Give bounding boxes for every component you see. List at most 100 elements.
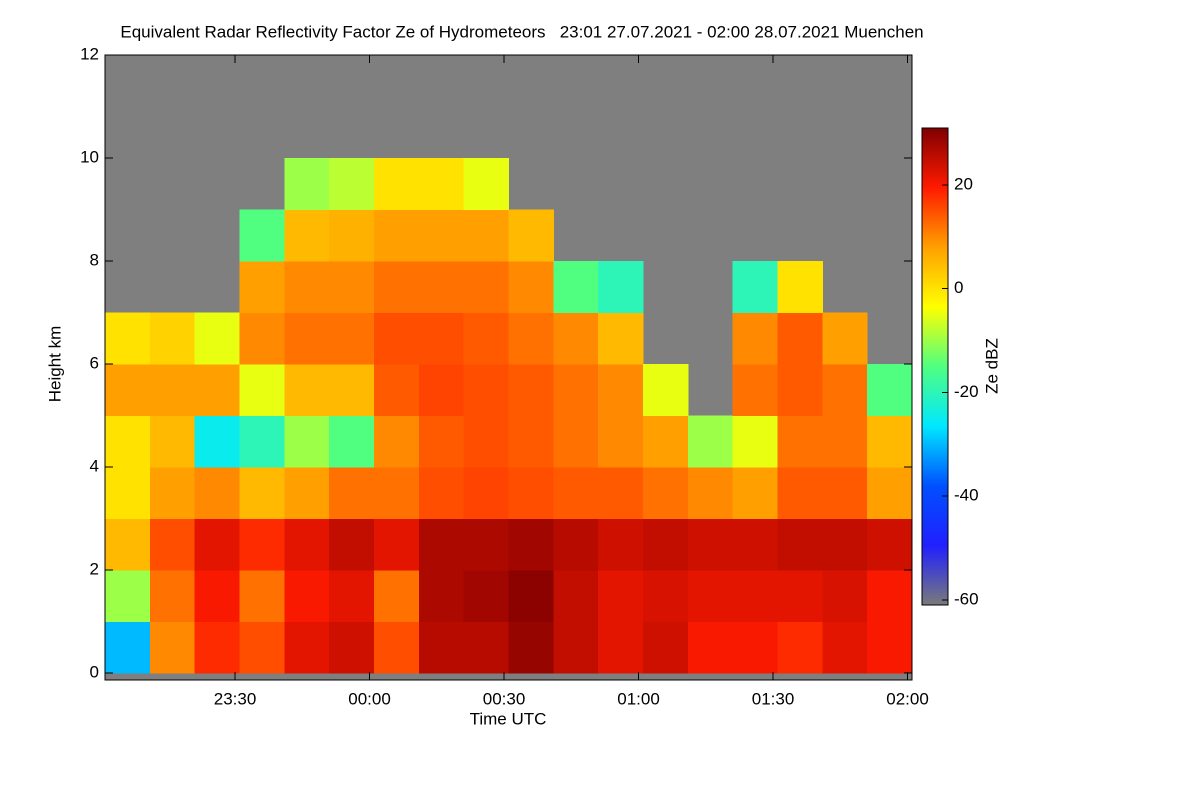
heatmap-cell (508, 518, 554, 571)
x-tick-label: 23:30 (214, 689, 257, 708)
heatmap-cell (822, 569, 868, 622)
heatmap-cell (643, 518, 689, 571)
heatmap-cell (777, 260, 823, 313)
heatmap-cell (508, 621, 554, 674)
heatmap-cell (149, 569, 196, 622)
heatmap-cell (822, 466, 868, 519)
heatmap-cell (194, 569, 240, 622)
x-tick-label: 00:30 (483, 689, 526, 708)
heatmap-cell (687, 518, 734, 571)
heatmap-cell (418, 621, 465, 674)
heatmap-cell (418, 569, 465, 622)
heatmap-cell (598, 518, 644, 571)
heatmap-cell (374, 466, 420, 519)
heatmap-cell (374, 363, 420, 416)
heatmap-cell (598, 621, 644, 674)
heatmap-cell (105, 466, 151, 519)
heatmap-cell (732, 569, 778, 622)
heatmap-cell (284, 157, 330, 210)
colorbar-tick-label: 20 (954, 175, 973, 194)
heatmap-cell (374, 157, 420, 210)
heatmap-cell (329, 621, 375, 674)
heatmap-cell (329, 363, 375, 416)
heatmap-cell (239, 621, 285, 674)
heatmap-cell (463, 466, 509, 519)
heatmap-cell (777, 569, 823, 622)
heatmap-cell (284, 415, 330, 468)
colorbar-tick-label: -60 (954, 589, 979, 608)
heatmap-cell (867, 569, 913, 622)
heatmap-cell (643, 415, 689, 468)
heatmap-cell (284, 466, 330, 519)
heatmap-cell (418, 415, 465, 468)
heatmap-cell (732, 621, 778, 674)
heatmap-cell (149, 415, 196, 468)
heatmap-cell (867, 466, 913, 519)
colorbar-tick-label: -40 (954, 486, 979, 505)
heatmap-cell (687, 466, 734, 519)
heatmap-cell (732, 312, 778, 365)
heatmap-cell (374, 518, 420, 571)
heatmap-cell (418, 312, 465, 365)
heatmap-cell (374, 209, 420, 262)
heatmap-cell (777, 312, 823, 365)
heatmap-cell (105, 569, 151, 622)
heatmap-cell (194, 415, 240, 468)
heatmap-cell (105, 621, 151, 674)
heatmap-cell (194, 312, 240, 365)
y-tick-label: 0 (90, 662, 99, 681)
x-tick-label: 02:00 (886, 689, 929, 708)
heatmap-cell (598, 415, 644, 468)
x-tick-label: 00:00 (348, 689, 391, 708)
heatmap-cell (553, 518, 599, 571)
heatmap-cell (463, 363, 509, 416)
colorbar-frame (921, 127, 949, 606)
heatmap-cell (374, 569, 420, 622)
heatmap-cell (732, 518, 778, 571)
heatmap-cell (105, 415, 151, 468)
heatmap-cell (777, 518, 823, 571)
heatmap-cell (732, 363, 778, 416)
heatmap-cell (374, 312, 420, 365)
heatmap-cell (284, 363, 330, 416)
heatmap-cell (463, 209, 509, 262)
heatmap-cell (687, 569, 734, 622)
heatmap-cell (284, 312, 330, 365)
heatmap-cell (463, 518, 509, 571)
heatmap-cell (463, 157, 509, 210)
heatmap-cell (508, 260, 554, 313)
heatmap-cell (553, 312, 599, 365)
heatmap-cell (508, 312, 554, 365)
heatmap-cell (732, 466, 778, 519)
heatmap-cell (822, 363, 868, 416)
heatmap-cell (553, 260, 599, 313)
heatmap-cell (822, 518, 868, 571)
heatmap-cell (194, 621, 240, 674)
heatmap-cell (598, 260, 644, 313)
heatmap-cell (374, 415, 420, 468)
heatmap-cell (284, 209, 330, 262)
heatmap-cell (329, 518, 375, 571)
heatmap-cell (553, 621, 599, 674)
chart-title: Equivalent Radar Reflectivity Factor Ze … (120, 22, 923, 41)
heatmap-cell (329, 209, 375, 262)
heatmap-cell (418, 518, 465, 571)
heatmap-cell (239, 260, 285, 313)
heatmap-cell (418, 209, 465, 262)
heatmap-cell (329, 260, 375, 313)
heatmap-cell (777, 363, 823, 416)
heatmap-cell (239, 312, 285, 365)
heatmap-cell (194, 518, 240, 571)
heatmap-cell (508, 466, 554, 519)
heatmap-cell (598, 312, 644, 365)
heatmap-cell (553, 466, 599, 519)
y-tick-label: 6 (90, 353, 99, 372)
heatmap-cell (463, 621, 509, 674)
heatmap-cell (329, 466, 375, 519)
heatmap-cell (284, 260, 330, 313)
colorbar (922, 128, 948, 605)
heatmap-cell (239, 466, 285, 519)
heatmap-cell (329, 415, 375, 468)
heatmap-cell (553, 363, 599, 416)
heatmap-cell (149, 518, 196, 571)
